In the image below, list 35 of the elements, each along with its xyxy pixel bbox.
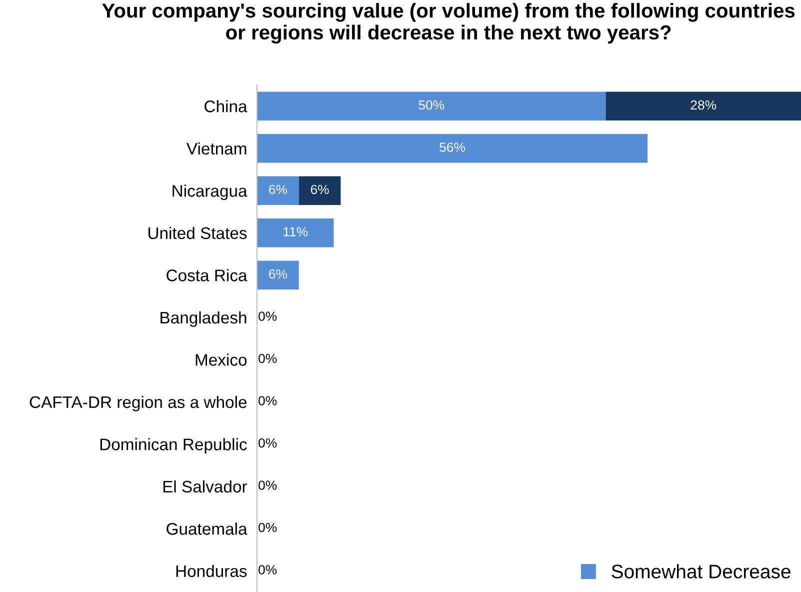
data-label: 0%	[258, 565, 277, 574]
y-tick-label: United States	[148, 226, 247, 240]
data-label: 6%	[310, 184, 329, 194]
y-tick-label: Mexico	[196, 354, 247, 366]
data-label: 56%	[440, 142, 466, 152]
y-tick-label: Honduras	[176, 564, 247, 578]
data-label: 6%	[269, 184, 287, 194]
y-tick-label: El Salvador	[163, 480, 248, 493]
y-tick-label: Bangladesh	[160, 311, 246, 327]
y-tick-label: China	[204, 100, 248, 112]
bar	[257, 260, 299, 290]
bar	[298, 176, 341, 205]
data-label: 0%	[258, 354, 277, 364]
data-label: 0%	[258, 396, 277, 406]
y-tick-label: Nicaragua	[172, 184, 248, 200]
bar	[257, 176, 299, 205]
bar	[257, 218, 334, 248]
chart-title: Your company's sourcing value (or volume) from the following countries or regions will decrease in the next two years?	[102, 2, 795, 44]
y-tick-label: Dominican Republic	[100, 438, 247, 454]
bar	[257, 134, 648, 163]
data-label: 0%	[258, 480, 277, 490]
data-label: 6%	[269, 269, 287, 279]
data-label: 50%	[418, 100, 444, 110]
y-tick-label: Guatemala	[166, 522, 248, 535]
data-label: 0%	[258, 438, 277, 448]
data-label: 0%	[258, 522, 277, 532]
bar	[257, 92, 606, 120]
y-tick-label: Vietnam	[186, 142, 246, 155]
data-label: 11%	[284, 227, 308, 236]
y-tick-label: Costa Rica	[166, 269, 248, 282]
bar	[606, 92, 801, 120]
legend-label: Somewhat Decrease	[612, 564, 790, 578]
data-label: 28%	[690, 100, 716, 110]
data-label: 0%	[258, 312, 277, 321]
y-tick-label: CAFTA-DR region as a whole	[30, 396, 247, 412]
